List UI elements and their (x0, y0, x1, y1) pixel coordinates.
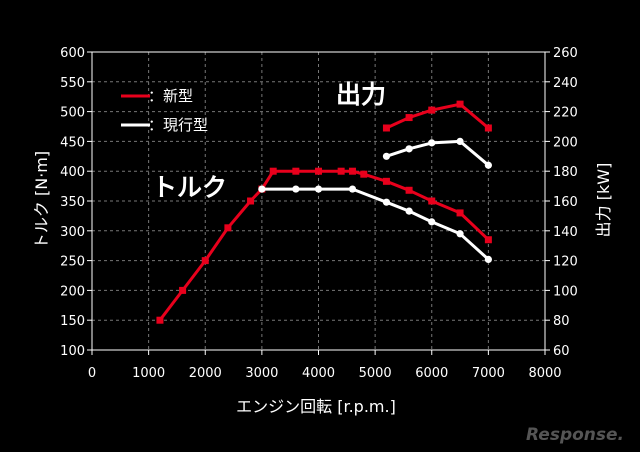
data-point-torque_new (456, 209, 464, 217)
x-tick-label: 8000 (528, 366, 561, 381)
legend-label-current: ：現行型 (148, 116, 208, 134)
data-point-torque_new (156, 316, 164, 324)
data-point-torque_current (484, 255, 492, 264)
x-tick-label: 7000 (472, 366, 505, 381)
data-point-power_current (456, 137, 464, 145)
data-point-torque_new (428, 197, 436, 205)
right-tick-label: 120 (553, 255, 578, 270)
right-tick-label: 60 (553, 344, 570, 359)
left-tick-label: 450 (60, 135, 85, 150)
data-point-torque_new (269, 167, 277, 175)
data-point-power_new (405, 114, 413, 122)
right-tick-label: 240 (553, 76, 578, 91)
right-tick-label: 260 (553, 46, 578, 61)
data-point-torque_new (292, 167, 300, 175)
left-tick-label: 550 (60, 76, 85, 91)
data-point-torque_new (405, 186, 413, 194)
data-point-power_new (456, 100, 464, 108)
data-point-torque_new (382, 177, 390, 185)
left-tick-label: 300 (60, 225, 85, 240)
data-point-power_new (382, 124, 390, 132)
data-point-torque_new (348, 167, 356, 175)
data-point-power_new (484, 124, 492, 132)
data-point-torque_new (247, 197, 255, 205)
right-tick-label: 200 (553, 135, 578, 150)
x-tick-label: 2000 (189, 366, 222, 381)
data-point-torque_current (292, 185, 300, 193)
legend-label-new: ：新型 (148, 87, 193, 105)
x-tick-label: 4000 (302, 366, 335, 381)
data-point-power_current (382, 152, 391, 160)
right-tick-label: 140 (553, 225, 578, 240)
data-point-torque_new (315, 167, 322, 175)
data-point-power_new (428, 106, 436, 114)
data-point-torque_current (382, 198, 391, 206)
data-point-torque_new (360, 170, 368, 178)
right-tick-label: 220 (553, 106, 578, 121)
left-tick-label: 150 (60, 314, 85, 329)
grid (92, 52, 545, 350)
data-point-torque_current (314, 185, 323, 193)
data-point-torque_current (456, 230, 464, 238)
left-tick-label: 400 (60, 165, 85, 180)
left-tick-label: 600 (60, 46, 85, 61)
data-point-torque_current (428, 218, 436, 226)
right-tick-label: 100 (553, 284, 578, 299)
annotation-power: 出力 (336, 80, 386, 109)
right-tick-label: 160 (553, 195, 578, 210)
data-point-torque_new (179, 286, 187, 294)
plot-frame (87, 51, 550, 355)
x-tick-label: 1000 (132, 366, 165, 381)
x-tick-label: 5000 (359, 366, 392, 381)
x-axis-title: エンジン回転 [r.p.m.] (236, 397, 396, 416)
left-tick-label: 500 (60, 106, 85, 121)
right-tick-label: 80 (553, 314, 570, 329)
right-tick-labels: 60 80 100 120 140 160 180 200 220 240 260 (553, 46, 578, 359)
data-point-torque_new (484, 236, 492, 244)
data-point-torque_new (201, 257, 209, 265)
data-point-torque_new (224, 224, 232, 232)
data-point-power_current (428, 139, 436, 147)
series-group (156, 100, 492, 324)
annotation-torque: トルク (152, 173, 227, 202)
left-tick-label: 100 (60, 344, 85, 359)
data-point-torque_current (405, 207, 413, 215)
x-tick-label: 0 (88, 366, 96, 381)
right-axis-title: 出力 [kW] (594, 163, 613, 238)
left-tick-labels: 100 150 200 250 300 350 400 450 500 550 600 (60, 46, 85, 359)
data-point-torque_current (348, 185, 357, 193)
data-point-power_current (405, 145, 413, 153)
watermark-logo: Response. (526, 425, 624, 445)
x-tick-labels: 0 1000 2000 3000 4000 5000 6000 7000 8000 (88, 366, 562, 381)
left-tick-label: 200 (60, 284, 85, 299)
left-axis-title: トルク [N·m] (32, 151, 51, 249)
left-tick-label: 350 (60, 195, 85, 210)
x-tick-label: 3000 (245, 366, 278, 381)
data-point-power_current (484, 161, 492, 169)
data-point-torque_new (337, 167, 345, 175)
right-tick-label: 180 (553, 165, 578, 180)
left-tick-label: 250 (60, 255, 85, 270)
x-tick-label: 6000 (415, 366, 448, 381)
data-point-torque_current (258, 185, 266, 193)
legend: ：新型 ：現行型 (121, 87, 208, 134)
